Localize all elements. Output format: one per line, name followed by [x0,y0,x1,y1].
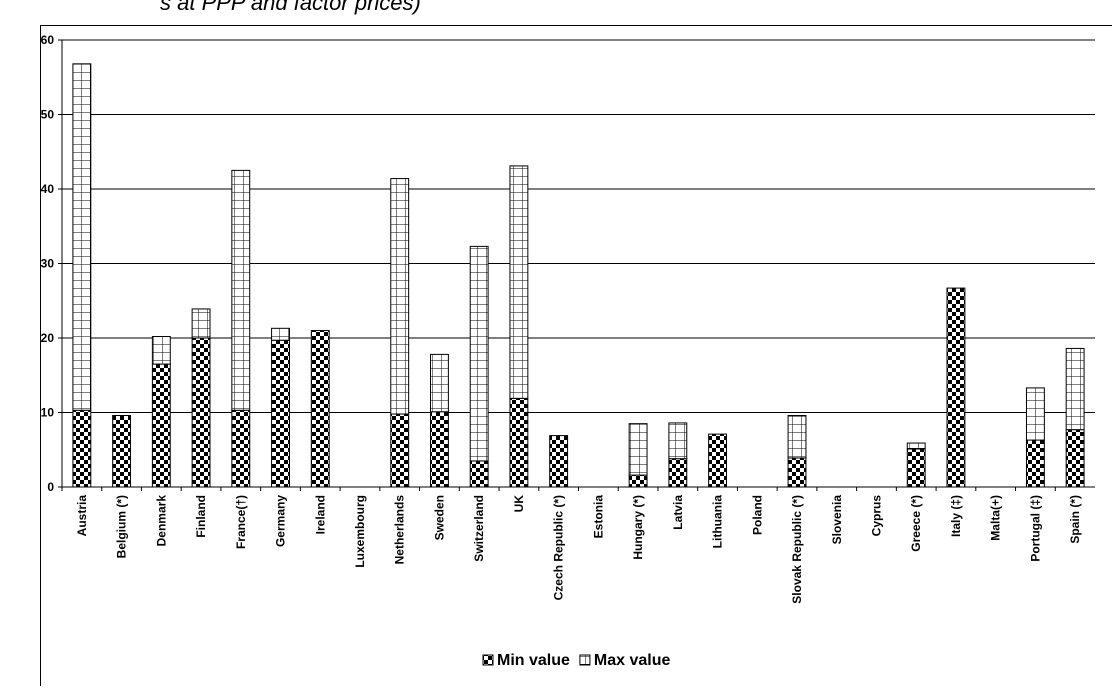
x-tick-label: Latvia [671,495,685,530]
x-tick-label: Denmark [154,495,168,547]
bar-segment [113,415,131,487]
bar-segment [431,412,449,487]
x-tick-label: Austria [75,495,89,537]
bar-segment [550,436,568,487]
bar-segment [709,434,727,487]
bar-segment [788,415,806,457]
bar-segment [629,424,647,475]
bar-segment [192,309,210,338]
bar-segment [788,458,806,487]
bar-segment [73,64,91,410]
y-tick-label: 20 [41,331,55,345]
bar-segment [73,410,91,487]
bar-segment [232,410,250,487]
bar-segment [1026,388,1044,440]
x-tick-label: Estonia [591,495,605,539]
bar-segment [907,443,925,449]
x-tick-label: Spain (*) [1068,495,1082,544]
x-tick-label: Italy (‡) [949,495,963,537]
x-tick-label: Malta(+) [989,495,1003,541]
chart-title: s at PPP and factor prices) [160,0,421,15]
bar-segment [272,340,290,487]
bar-segment [669,423,687,459]
x-tick-label: Germany [274,495,288,547]
bar-segment [470,246,488,461]
bar-segment [311,331,329,487]
y-tick-label: 0 [47,480,54,494]
x-tick-label: UK [512,495,526,513]
y-tick-label: 30 [41,257,55,271]
bar-segment [1066,348,1084,429]
bar-segment [152,337,170,365]
legend-label: Max value [594,652,671,669]
y-tick-label: 50 [41,108,55,122]
legend-label: Min value [497,652,570,669]
x-tick-label: Sweden [432,495,446,540]
bar-segment [629,475,647,487]
bar-segment [470,461,488,487]
bar-segment [391,179,409,414]
x-tick-label: Finland [194,495,208,538]
x-tick-label: Poland [750,495,764,535]
bar-segment [192,338,210,487]
bar-segment [669,459,687,487]
legend-swatch [483,655,493,665]
x-tick-label: Ireland [313,495,327,534]
x-tick-label: Portugal (‡) [1028,495,1042,562]
x-tick-label: Slovenia [830,495,844,545]
bar-segment [1066,430,1084,487]
x-tick-label: Belgium (*) [115,495,129,558]
bar-segment [510,166,528,398]
x-tick-label: Hungary (*) [631,495,645,560]
y-tick-label: 60 [41,33,55,47]
x-tick-label: Switzerland [472,495,486,562]
bar-segment [947,288,965,487]
bar-segment [391,414,409,487]
bar-segment [152,364,170,487]
x-tick-label: Slovak Republic (*) [790,495,804,604]
x-tick-label: Luxembourg [353,495,367,568]
bar-segment [431,354,449,411]
bar-segment [272,328,290,340]
legend-swatch [580,655,590,665]
x-tick-label: Greece (*) [909,495,923,552]
x-tick-label: Cyprus [869,495,883,537]
bar-segment [907,449,925,487]
y-tick-label: 40 [41,182,55,196]
bar-segment [1026,440,1044,487]
y-tick-label: 10 [41,406,55,420]
bar-segment [232,170,250,410]
x-tick-label: Netherlands [393,495,407,565]
bar-segment [510,398,528,487]
x-tick-label: France(†) [234,495,248,549]
x-tick-label: Czech Republic (*) [552,495,566,600]
x-tick-label: Lithuania [711,495,725,549]
